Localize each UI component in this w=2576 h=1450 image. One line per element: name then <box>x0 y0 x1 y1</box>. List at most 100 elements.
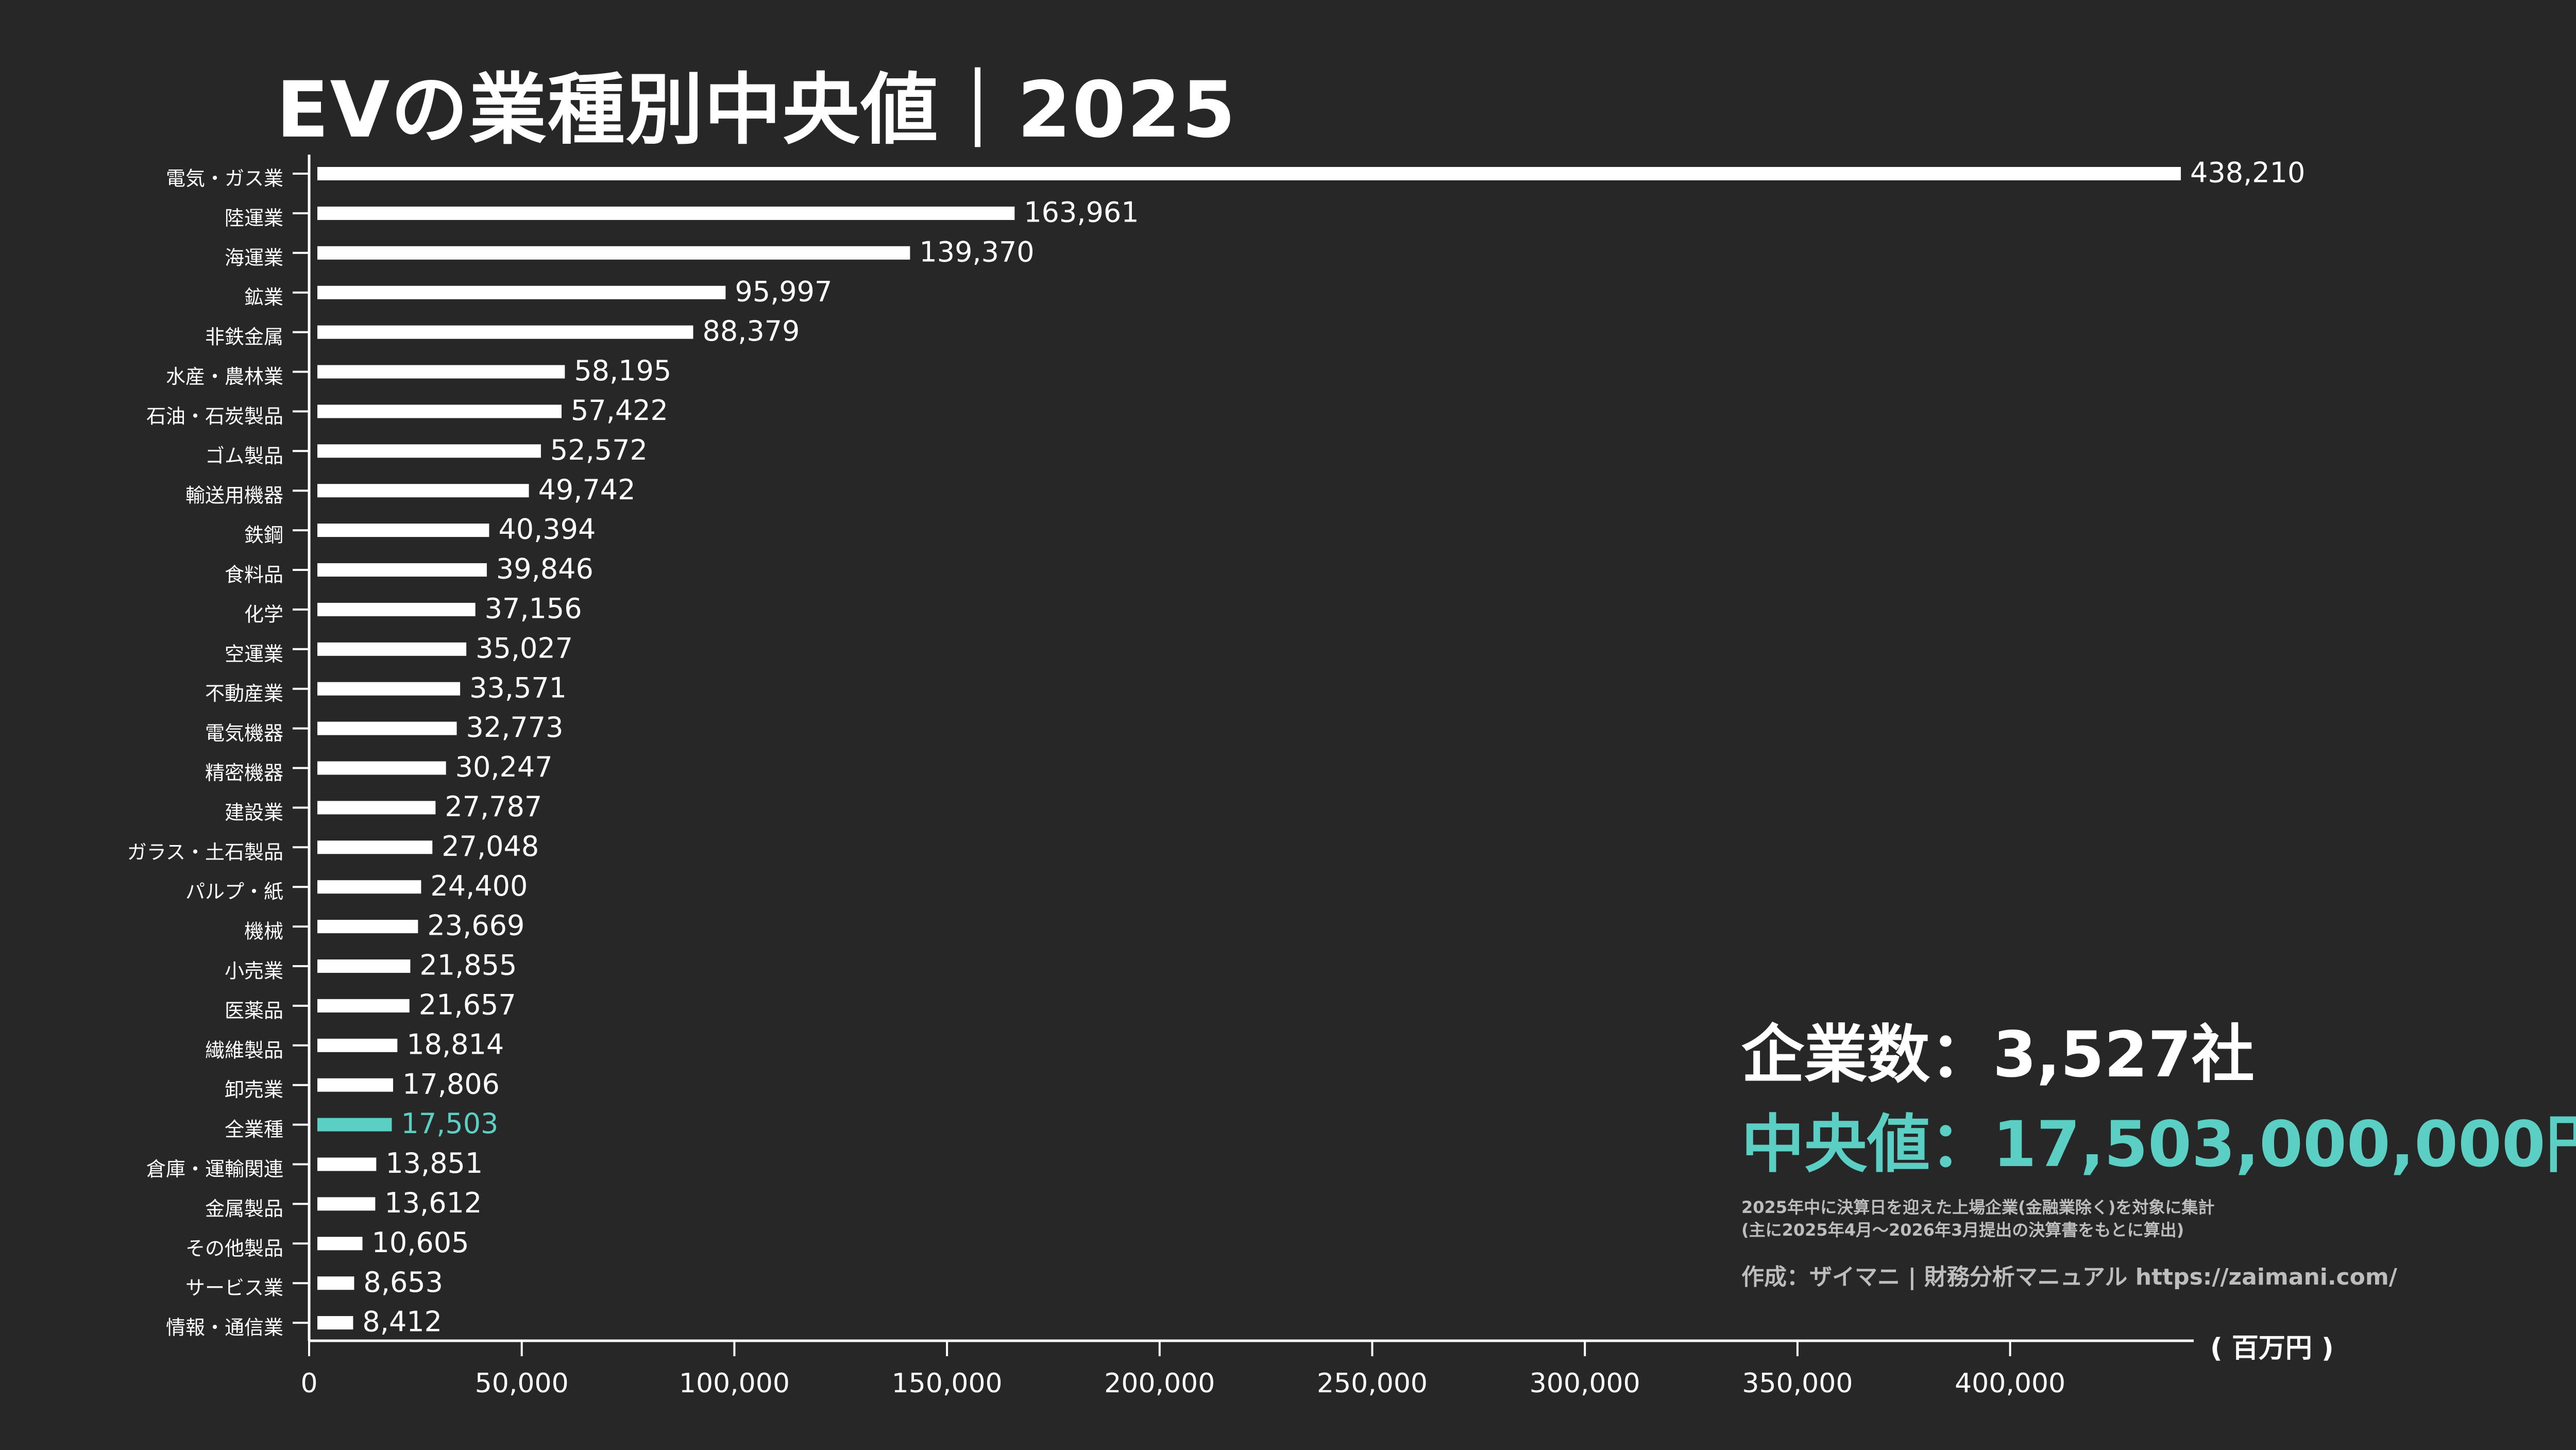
category-label: 陸運業 <box>225 207 283 229</box>
category-label: パルプ・紙 <box>185 881 283 903</box>
category-label: 建設業 <box>225 801 283 824</box>
value-label: 438,210 <box>2190 157 2305 189</box>
bar <box>317 682 461 696</box>
bar <box>317 801 436 815</box>
bar <box>317 285 726 299</box>
value-label: 24,400 <box>430 870 528 902</box>
bar <box>317 524 489 537</box>
category-label: ゴム製品 <box>205 445 283 467</box>
value-label: 139,370 <box>919 235 1034 268</box>
bar <box>317 1118 392 1132</box>
value-label: 10,605 <box>372 1226 469 1259</box>
value-label: 30,247 <box>455 751 553 783</box>
bar <box>317 642 467 656</box>
note-period: (主に2025年4月〜2026年3月提出の決算書をもとに算出) <box>1741 1220 2184 1240</box>
bar <box>317 721 457 735</box>
category-label: 非鉄金属 <box>205 326 283 348</box>
bar <box>317 761 446 775</box>
bar <box>317 484 529 498</box>
chart-title: EVの業種別中央値｜2025 <box>276 65 1237 155</box>
bar <box>317 1157 377 1171</box>
value-label: 95,997 <box>735 275 832 308</box>
x-tick-label: 150,000 <box>892 1368 1003 1399</box>
bar <box>317 1078 393 1092</box>
value-label: 35,027 <box>476 632 573 664</box>
bar <box>317 1276 354 1290</box>
value-label: 57,422 <box>571 394 668 427</box>
bar <box>317 602 476 616</box>
category-label: 電気・ガス業 <box>166 167 283 190</box>
value-label: 58,195 <box>574 355 671 387</box>
x-tick-label: 250,000 <box>1317 1368 1428 1399</box>
axis-layer: 0 50,000 100,000 150,000 200,000 250,000 300,0… <box>300 155 2334 1399</box>
value-label: 13,851 <box>385 1147 483 1179</box>
category-label: 精密機器 <box>205 762 283 784</box>
company-count: 企業数：3,527社 <box>1741 1018 2255 1091</box>
bar <box>317 1038 398 1052</box>
category-label: ガラス・土石製品 <box>127 841 283 864</box>
bar <box>317 563 487 577</box>
category-label: 倉庫・運輸関連 <box>146 1158 283 1181</box>
category-label: 海運業 <box>225 246 283 269</box>
bars-layer: 電気・ガス業 438,210 陸運業 163,961 海運業 139,370 鉱業 95,99… <box>127 157 2306 1339</box>
value-label: 52,572 <box>550 434 648 466</box>
category-label: 医薬品 <box>225 999 283 1022</box>
value-label: 32,773 <box>466 711 564 744</box>
value-label: 18,814 <box>406 1028 504 1060</box>
bar <box>317 1197 376 1211</box>
value-label: 8,653 <box>363 1266 443 1299</box>
category-label: 水産・農林業 <box>166 365 283 388</box>
bar <box>317 325 693 339</box>
note-scope: 2025年中に決算日を迎えた上場企業(金融業除く)を対象に集計 <box>1741 1198 2215 1217</box>
category-label: 卸売業 <box>225 1078 283 1101</box>
category-label: 輸送用機器 <box>185 484 283 507</box>
category-label: サービス業 <box>185 1277 283 1300</box>
value-label: 33,571 <box>469 671 567 704</box>
category-label: 化学 <box>244 603 283 626</box>
value-label: 163,961 <box>1024 196 1139 229</box>
category-label: 鉄鋼 <box>244 524 283 547</box>
bar <box>317 959 411 973</box>
category-label: 繊維製品 <box>205 1039 283 1061</box>
value-label: 39,846 <box>496 553 594 585</box>
bar <box>317 920 418 934</box>
bar <box>317 206 1015 220</box>
value-label: 23,669 <box>427 909 524 942</box>
bar <box>317 1316 353 1330</box>
bar <box>317 404 562 418</box>
category-label: 金属製品 <box>205 1198 283 1220</box>
category-label: 食料品 <box>225 564 283 586</box>
x-tick-label: 400,000 <box>1955 1368 2065 1399</box>
x-tick-label: 300,000 <box>1530 1368 1640 1399</box>
x-tick-label: 100,000 <box>679 1368 790 1399</box>
category-label: 全業種 <box>225 1118 283 1141</box>
x-tick-label: 350,000 <box>1742 1368 1853 1399</box>
credit: 作成：ザイマニ | 財務分析マニュアル https://zaimani.com/ <box>1741 1264 2397 1290</box>
value-label: 13,612 <box>384 1187 482 1219</box>
value-label: 37,156 <box>485 593 582 625</box>
x-tick-label: 0 <box>300 1368 317 1399</box>
median-value: 中央値：17,503,000,000円 <box>1741 1108 2576 1181</box>
value-label: 17,806 <box>402 1068 500 1100</box>
category-label: 空運業 <box>225 643 283 665</box>
value-label: 49,742 <box>538 474 636 506</box>
bar <box>317 246 910 260</box>
bar <box>317 840 433 854</box>
value-label: 8,412 <box>362 1306 442 1338</box>
value-label: 17,503 <box>401 1107 498 1140</box>
value-label: 27,048 <box>442 830 539 863</box>
value-label: 40,394 <box>498 513 596 546</box>
category-label: 情報・通信業 <box>166 1317 283 1339</box>
category-label: 石油・石炭製品 <box>146 405 283 428</box>
bar <box>317 365 565 379</box>
bar <box>317 1237 363 1251</box>
x-tick-label: 50,000 <box>475 1368 569 1399</box>
category-label: その他製品 <box>185 1237 283 1260</box>
x-tick-label: 200,000 <box>1104 1368 1215 1399</box>
category-label: 機械 <box>244 920 283 943</box>
value-label: 88,379 <box>702 315 800 347</box>
value-label: 21,657 <box>419 989 516 1021</box>
value-label: 27,787 <box>445 790 542 823</box>
value-label: 21,855 <box>419 949 517 982</box>
